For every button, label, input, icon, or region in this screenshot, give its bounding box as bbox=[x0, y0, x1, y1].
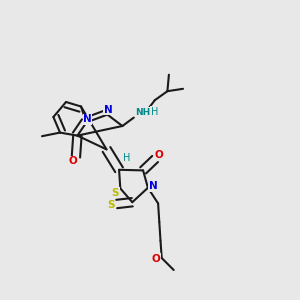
Text: NH: NH bbox=[135, 108, 150, 117]
Text: H: H bbox=[151, 106, 158, 117]
Text: O: O bbox=[155, 150, 164, 161]
Text: N: N bbox=[83, 114, 92, 124]
Text: S: S bbox=[112, 188, 119, 198]
Text: H: H bbox=[123, 153, 130, 163]
Text: O: O bbox=[68, 156, 77, 167]
Text: N: N bbox=[149, 181, 158, 191]
Text: N: N bbox=[103, 105, 112, 115]
Text: O: O bbox=[152, 254, 161, 264]
Text: S: S bbox=[107, 200, 115, 210]
